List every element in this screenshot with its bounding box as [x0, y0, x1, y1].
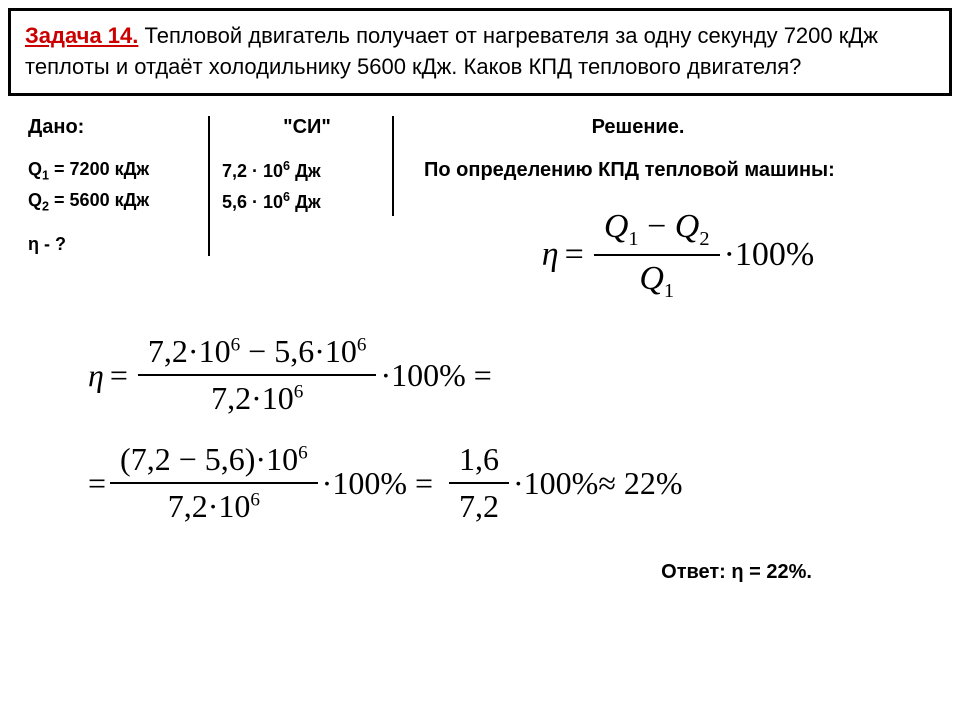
calculation-block: η = 7,2·106 − 5,6·106 7,2·106 ·100% = = …: [88, 333, 932, 525]
given-q2: Q2 = 5600 кДж: [28, 190, 198, 214]
solution-column: Решение. По определению КПД тепловой маш…: [394, 116, 932, 304]
calc-row-1: η = 7,2·106 − 5,6·106 7,2·106 ·100% =: [88, 333, 932, 417]
given-unknown: η - ?: [28, 234, 198, 255]
task-body: Тепловой двигатель получает от нагревате…: [25, 23, 878, 79]
fraction-calc2: (7,2 − 5,6)·106 7,2·106: [110, 441, 318, 525]
solution-definition: По определению КПД тепловой машины:: [424, 159, 932, 182]
problem-statement-box: Задача 14. Тепловой двигатель получает о…: [8, 8, 952, 96]
fraction-calc3: 1,6 7,2: [449, 441, 509, 525]
given-q1: Q1 = 7200 кДж: [28, 159, 198, 183]
task-number: Задача 14.: [25, 23, 138, 48]
fraction-calc1: 7,2·106 − 5,6·106 7,2·106: [138, 333, 377, 417]
solution-header: Решение.: [344, 116, 932, 139]
si-q1: 7,2 · 106 Дж: [222, 159, 392, 182]
problem-text: Задача 14. Тепловой двигатель получает о…: [25, 23, 878, 79]
calc-row-2: = (7,2 − 5,6)·106 7,2·106 ·100% = 1,6 7,…: [88, 441, 932, 525]
given-si-solution-row: Дано: Q1 = 7200 кДж Q2 = 5600 кДж η - ? …: [28, 116, 932, 304]
si-q2: 5,6 · 106 Дж: [222, 190, 392, 213]
fraction-q1q2: Q1 − Q2 Q1: [594, 208, 720, 304]
given-header: Дано:: [28, 116, 198, 139]
solution-layout: Дано: Q1 = 7200 кДж Q2 = 5600 кДж η - ? …: [0, 112, 960, 585]
given-column: Дано: Q1 = 7200 кДж Q2 = 5600 кДж η - ?: [28, 116, 208, 263]
answer-line: Ответ: η = 22%.: [28, 561, 812, 584]
main-formula: η = Q1 − Q2 Q1 ·100%: [424, 208, 932, 304]
